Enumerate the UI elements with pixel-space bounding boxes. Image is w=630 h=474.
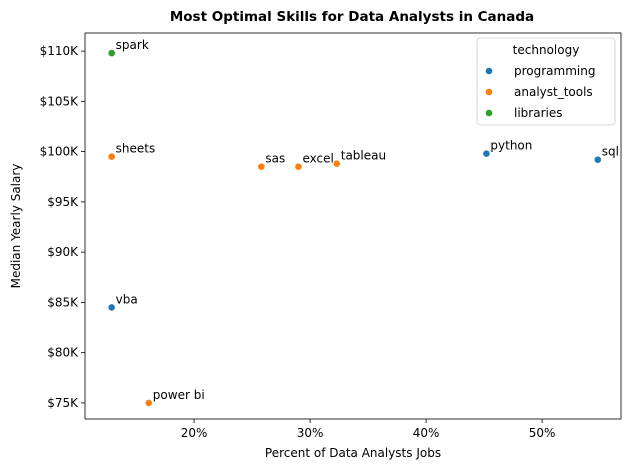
y-tick-label: $75K	[47, 396, 79, 410]
legend-label-libraries: libraries	[514, 106, 562, 120]
data-point-spark	[107, 49, 116, 58]
axes-frame	[84, 32, 622, 420]
point-label-excel: excel	[302, 152, 333, 166]
point-label-vba: vba	[116, 292, 138, 306]
y-tick-label: $80K	[47, 346, 79, 360]
y-tick-label: $110K	[40, 44, 80, 58]
data-point-power-bi	[144, 399, 153, 407]
y-tick-label: $90K	[47, 245, 79, 259]
data-point-sheets	[107, 152, 116, 161]
point-label-sheets: sheets	[116, 142, 156, 156]
point-label-tableau: tableau	[341, 149, 386, 163]
legend: technology programming analyst_toolslibra…	[476, 37, 616, 126]
data-point-sql	[593, 155, 602, 164]
data-point-excel	[294, 162, 303, 171]
y-tick-label: $85K	[47, 295, 79, 309]
y-tick-label: $100K	[40, 145, 80, 159]
legend-box	[476, 37, 616, 126]
data-point-tableau	[332, 159, 341, 168]
point-label-spark: spark	[116, 38, 149, 52]
y-tick-label: $105K	[40, 94, 80, 108]
x-tick-label: 40%	[413, 426, 440, 440]
x-tick-label: 30%	[297, 426, 324, 440]
point-label-python: python	[490, 139, 532, 153]
data-point-sas	[257, 162, 266, 171]
plot-area: 20% 30% 40% 50% $75K $80K $85K $90K $95K $100K $10…	[40, 38, 619, 440]
x-axis-label: Percent of Data Analysts Jobs	[265, 446, 441, 460]
legend-label-programming: programming	[514, 64, 595, 78]
data-point-python	[482, 149, 491, 158]
legend-marker-analyst_tools	[485, 88, 493, 96]
point-label-power-bi: power bi	[153, 388, 205, 402]
x-tick-label: 20%	[181, 426, 208, 440]
y-tick-label: $95K	[47, 195, 79, 209]
y-axis-label: Median Yearly Salary	[9, 164, 23, 289]
data-point-vba	[107, 303, 116, 312]
point-label-sas: sas	[265, 152, 285, 166]
legend-title: technology	[513, 43, 580, 57]
point-label-sql: sql	[602, 145, 619, 159]
x-tick-label: 50%	[529, 426, 556, 440]
legend-marker-programming	[485, 67, 493, 75]
legend-marker-libraries	[485, 109, 493, 117]
legend-label-analyst_tools: analyst_tools	[514, 85, 593, 99]
chart-title: Most Optimal Skills for Data Analysts in…	[170, 9, 534, 25]
